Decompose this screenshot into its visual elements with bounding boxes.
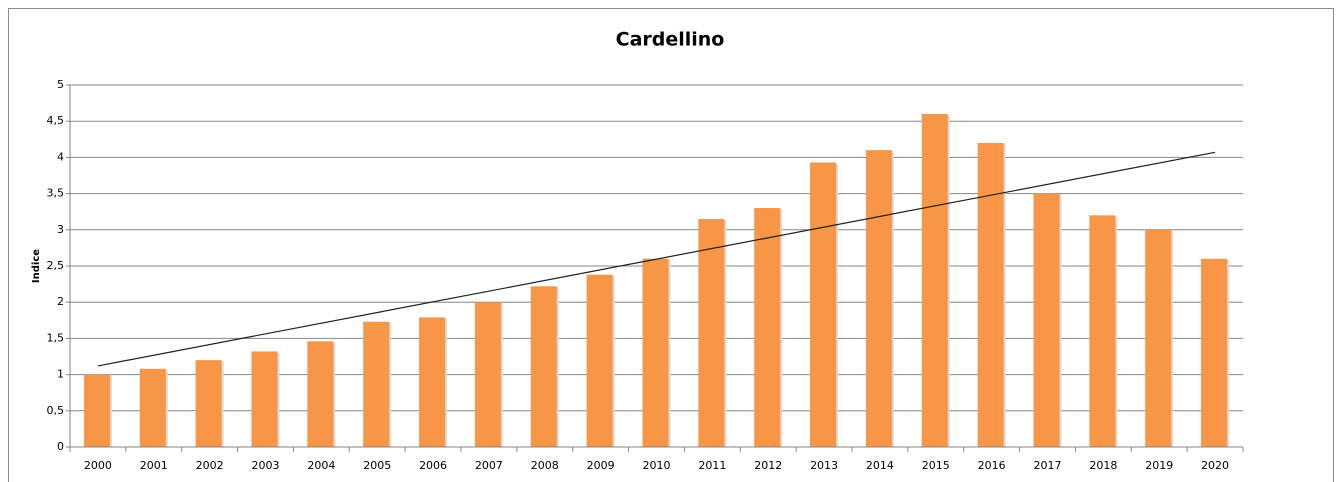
- x-tick-label: 2000: [84, 459, 112, 472]
- bar: [139, 368, 166, 447]
- x-tick-label: 2010: [643, 459, 671, 472]
- bar: [195, 360, 222, 447]
- x-tick-label: 2006: [419, 459, 447, 472]
- y-tick-label: 0: [57, 440, 64, 453]
- x-tick-label: 2005: [363, 459, 391, 472]
- x-tick-label: 2018: [1089, 459, 1117, 472]
- x-tick-label: 2002: [196, 459, 224, 472]
- bar: [530, 286, 557, 447]
- bar: [1145, 229, 1172, 447]
- y-tick-label: 0,5: [47, 404, 65, 417]
- x-tick-label: 2020: [1201, 459, 1229, 472]
- x-tick-label: 2007: [475, 459, 503, 472]
- bar: [419, 317, 446, 447]
- x-tick-label: 2008: [531, 459, 559, 472]
- bar: [977, 142, 1004, 448]
- bar: [642, 258, 669, 447]
- trendline: [97, 151, 1216, 367]
- y-tick-label: 3,5: [47, 187, 65, 200]
- x-tick-label: 2014: [866, 459, 894, 472]
- bar: [307, 341, 334, 447]
- y-tick-label: 4,5: [47, 114, 65, 127]
- bar: [363, 321, 390, 447]
- x-tick-label: 2003: [252, 459, 280, 472]
- bar: [83, 374, 110, 447]
- bar: [1201, 258, 1228, 447]
- x-tick-label: 2011: [698, 459, 726, 472]
- y-tick-label: 1,5: [47, 331, 65, 344]
- x-tick-label: 2019: [1145, 459, 1173, 472]
- y-tick-label: 5: [57, 78, 64, 91]
- y-axis-label: Indice: [31, 249, 42, 283]
- bar: [586, 274, 613, 447]
- bar: [865, 150, 892, 447]
- bar: [1033, 193, 1060, 447]
- x-tick-label: 2001: [140, 459, 168, 472]
- x-tick-label: 2016: [978, 459, 1006, 472]
- bar: [754, 208, 781, 447]
- bar: [251, 351, 278, 447]
- x-tick-label: 2004: [307, 459, 335, 472]
- x-tick-label: 2017: [1034, 459, 1062, 472]
- bar: [698, 218, 725, 447]
- bar: [474, 302, 501, 447]
- y-tick-label: 4: [57, 150, 64, 163]
- bar: [921, 113, 948, 448]
- x-tick-label: 2009: [587, 459, 615, 472]
- x-tick-label: 2015: [922, 459, 950, 472]
- y-tick-label: 2: [57, 295, 64, 308]
- chart-title: Cardellino: [616, 29, 725, 51]
- y-tick-label: 1: [57, 368, 64, 381]
- y-tick-label: 3: [57, 223, 64, 236]
- x-tick-label: 2013: [810, 459, 838, 472]
- x-tick-label: 2012: [754, 459, 782, 472]
- bar: [810, 162, 837, 447]
- bar: [1089, 215, 1116, 447]
- y-tick-label: 2,5: [47, 259, 65, 272]
